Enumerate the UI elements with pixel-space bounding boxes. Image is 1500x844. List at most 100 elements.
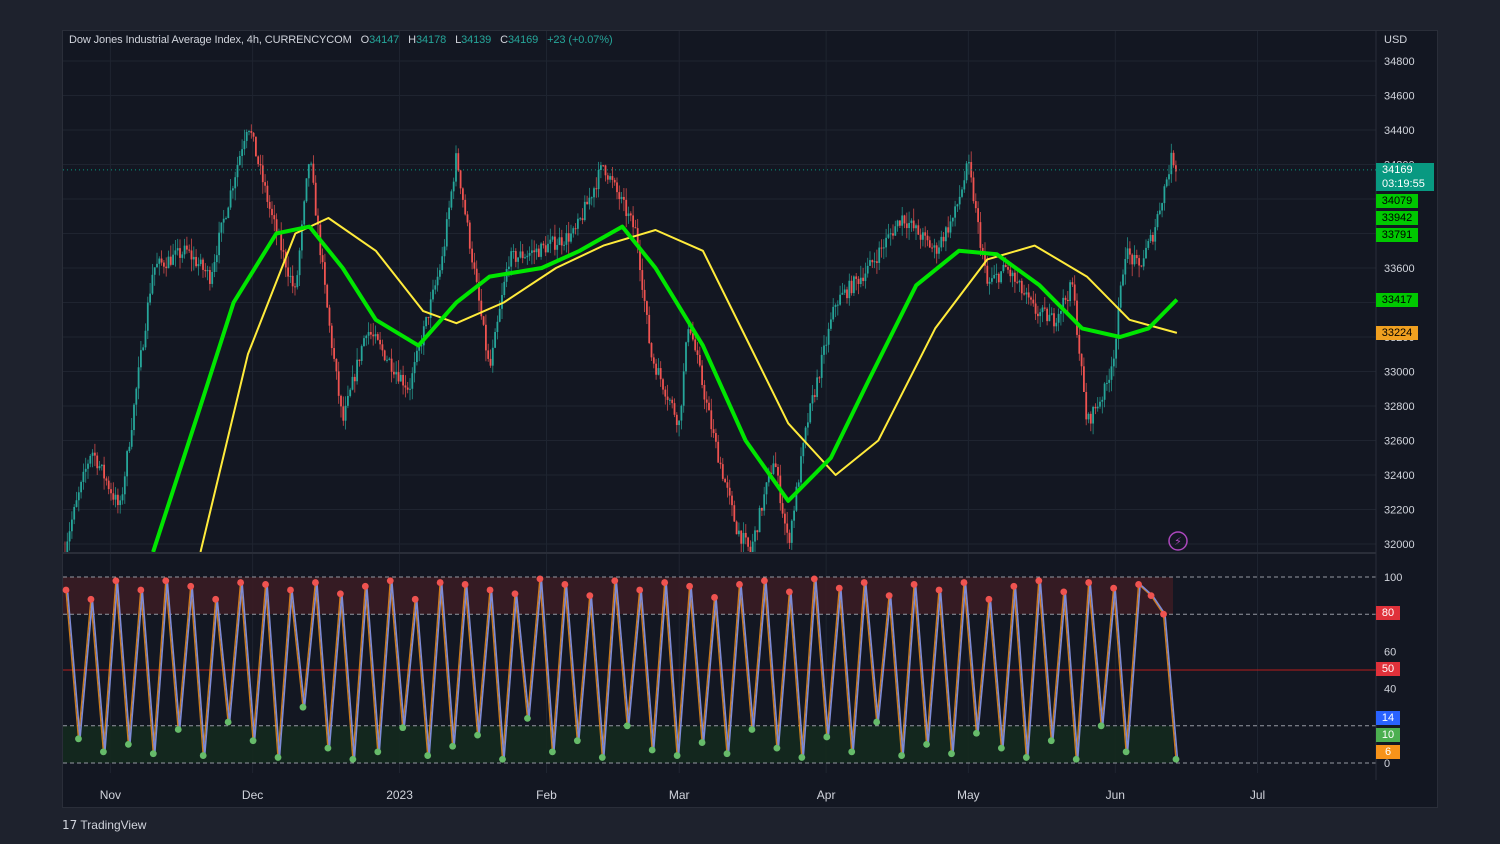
y-tick-label: 32800 xyxy=(1384,401,1415,413)
oscillator-dot xyxy=(673,752,681,759)
candle-body xyxy=(1147,241,1150,248)
candle-body xyxy=(197,264,200,267)
candle-body xyxy=(112,493,115,500)
moving-average-lines xyxy=(151,217,1179,553)
oscillator-dot xyxy=(336,590,344,598)
candle-body xyxy=(1048,314,1051,322)
low-label: L xyxy=(455,34,462,46)
candle-body xyxy=(965,163,968,181)
candle-body xyxy=(365,335,368,339)
oscillator-dot xyxy=(785,588,793,596)
candle-body xyxy=(393,371,395,375)
oscillator-dot xyxy=(536,575,544,583)
oscillator-dot xyxy=(598,754,606,761)
oversold-band xyxy=(63,725,1173,763)
candle-body xyxy=(282,250,285,252)
candle-body xyxy=(774,463,777,467)
y-tick-label: 34800 xyxy=(1384,56,1415,68)
candle-body xyxy=(931,247,933,249)
candle-body xyxy=(1168,174,1170,180)
candle-body xyxy=(468,222,471,249)
candle-body xyxy=(807,422,809,428)
candle-body xyxy=(528,252,531,256)
candle-body xyxy=(82,471,85,482)
oscillator-series xyxy=(62,575,1180,763)
high-label: H xyxy=(408,34,417,46)
candle-body xyxy=(443,246,446,257)
candle-body xyxy=(307,164,310,179)
candle-body xyxy=(225,218,227,220)
candle-body xyxy=(100,464,103,467)
candle-body xyxy=(915,225,917,229)
oscillator-dot xyxy=(124,741,132,748)
candle-body xyxy=(512,251,515,253)
candle-body xyxy=(1119,285,1122,308)
candle-body xyxy=(464,199,467,215)
candle-body xyxy=(1158,210,1161,215)
candle-body xyxy=(117,494,119,506)
oscillator-dot xyxy=(723,750,731,758)
candle-body xyxy=(1140,265,1143,267)
candle-body xyxy=(167,256,170,269)
candle-body xyxy=(767,472,770,483)
candle-body xyxy=(1060,310,1062,314)
candle-body xyxy=(1165,179,1168,187)
candle-body xyxy=(473,262,476,269)
candle-body xyxy=(1092,406,1094,424)
oscillator-dot xyxy=(997,744,1005,752)
candle-body xyxy=(889,233,892,235)
candle-body xyxy=(510,251,513,267)
candle-body xyxy=(432,289,434,300)
candle-body xyxy=(264,182,266,186)
candle-body xyxy=(190,250,193,260)
candle-body xyxy=(508,266,510,269)
oscillator-dot xyxy=(835,584,843,592)
currency-label[interactable]: USD xyxy=(1384,34,1408,46)
candle-body xyxy=(209,270,211,284)
candle-body xyxy=(583,201,586,221)
oscillator-dot xyxy=(411,595,419,603)
candle-body xyxy=(420,345,423,347)
candle-body xyxy=(1034,303,1037,314)
candle-body xyxy=(452,181,455,192)
oscillator-dot xyxy=(137,586,145,594)
candle-body xyxy=(130,430,133,447)
candle-body xyxy=(482,316,485,325)
candle-body xyxy=(1037,313,1039,317)
candle-body xyxy=(763,494,766,511)
candle-body xyxy=(459,170,462,189)
oscillator-tag: 10 xyxy=(1376,728,1400,742)
candle-body xyxy=(199,259,202,265)
candle-body xyxy=(257,156,260,165)
candle-body xyxy=(850,280,853,294)
tradingview-watermark[interactable]: 𝟣𝟩 TradingView xyxy=(62,818,146,832)
oscillator-dot xyxy=(149,750,157,758)
candle-body xyxy=(793,510,795,521)
oscillator-dot xyxy=(449,742,457,750)
oscillator-dot xyxy=(87,595,95,603)
y-tick-label: 32000 xyxy=(1384,539,1415,551)
candle-body xyxy=(287,267,289,277)
candle-body xyxy=(1142,258,1145,267)
candle-body xyxy=(756,530,759,533)
candle-body xyxy=(1135,255,1138,259)
candle-body xyxy=(698,354,701,366)
candle-body xyxy=(1025,292,1028,295)
candle-body xyxy=(471,248,473,263)
oscillator-dot xyxy=(262,581,269,588)
oscillator-dot xyxy=(736,581,743,588)
oscillator-dot xyxy=(823,733,831,741)
candle-body xyxy=(701,365,703,385)
candle-body xyxy=(337,371,340,396)
candle-body xyxy=(397,372,400,382)
candle-body xyxy=(864,273,867,282)
candle-body xyxy=(1016,281,1019,283)
candle-body xyxy=(1000,271,1002,283)
candle-body xyxy=(650,343,653,358)
candle-body xyxy=(1115,338,1117,359)
candle-body xyxy=(1011,272,1014,277)
candle-body xyxy=(455,153,457,182)
candle-body xyxy=(1085,391,1088,420)
candle-body xyxy=(710,410,713,430)
